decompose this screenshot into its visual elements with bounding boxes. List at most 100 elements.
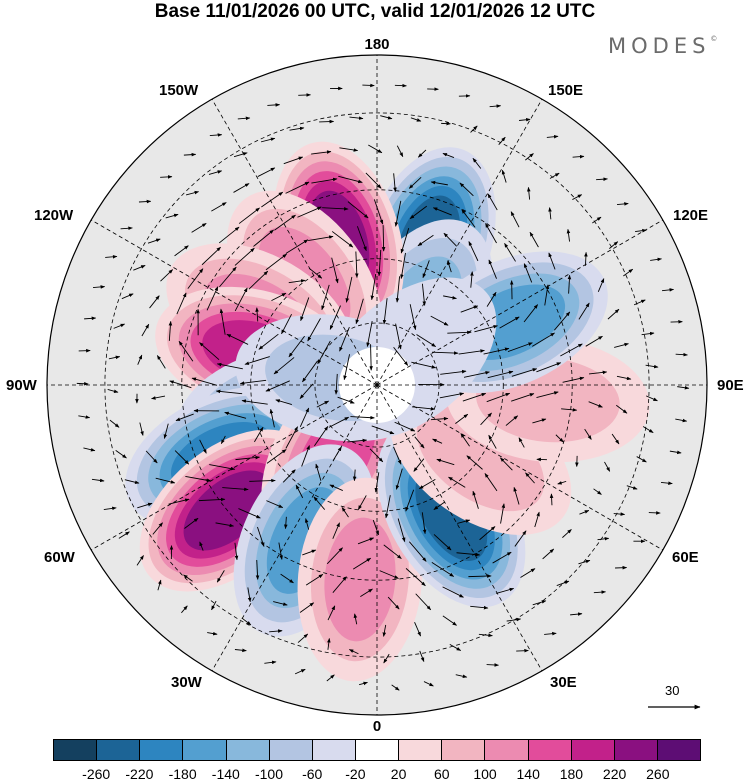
- wind-vector-320: [511, 393, 535, 402]
- wind-vector-370: [374, 472, 380, 493]
- wind-vector-306: [254, 426, 264, 443]
- wind-vector-191: [514, 530, 527, 547]
- wind-vector-213: [347, 201, 369, 219]
- wind-vector-187: [415, 593, 432, 611]
- wind-vector-261: [234, 287, 248, 312]
- wind-vector-100: [609, 241, 619, 250]
- wind-vector-348: [480, 412, 492, 426]
- colorbar-segment-6: [311, 740, 355, 760]
- wind-vector-116: [257, 167, 276, 177]
- wind-vector-94: [642, 426, 654, 433]
- wind-vector-301: [255, 307, 259, 322]
- wind-vector-384: [302, 360, 318, 383]
- wind-vector-282: [532, 418, 547, 424]
- wind-vector-110: [349, 116, 364, 120]
- wind-vector-128: [155, 477, 176, 484]
- latitude-circle-75: [314, 322, 440, 448]
- wind-vector-266: [220, 435, 226, 445]
- wind-vector-31: [486, 663, 499, 667]
- wind-vector-243: [555, 434, 564, 443]
- wind-vector-227: [222, 487, 249, 492]
- wind-vector-376: [463, 371, 490, 378]
- wind-vector-289: [468, 241, 479, 262]
- wind-vector-372: [413, 458, 425, 472]
- wind-vector-11: [84, 316, 97, 321]
- wind-vector-2: [267, 103, 281, 107]
- wind-vector-295: [331, 231, 354, 248]
- wind-vector-84: [449, 643, 462, 651]
- wind-vector-351: [483, 347, 510, 355]
- wind-vector-296: [354, 251, 359, 278]
- wind-vector-118: [211, 202, 227, 212]
- wind-vector-34: [570, 612, 583, 616]
- wind-vector-297: [331, 257, 339, 284]
- wind-vector-99: [623, 268, 634, 277]
- wind-vector-409: [393, 346, 409, 366]
- wind-vector-274: [383, 544, 402, 559]
- wind-vector-383: [317, 340, 331, 365]
- wind-vector-405: [394, 421, 416, 432]
- wind-vectors: [76, 83, 690, 691]
- wind-vector-132: [216, 570, 225, 583]
- colorbar-tick-label: 180: [559, 766, 584, 782]
- wind-vector-45: [661, 288, 675, 292]
- wind-vector-333: [258, 333, 279, 350]
- meridian-210: [211, 99, 378, 386]
- wind-vector-271: [304, 518, 310, 530]
- wind-vector-256: [373, 199, 384, 225]
- wind-vector-220: [206, 286, 219, 311]
- wind-vector-355: [421, 283, 427, 306]
- wind-vector-269: [266, 500, 284, 508]
- wind-vector-369: [352, 469, 357, 482]
- wind-vector-10: [92, 285, 106, 289]
- wind-vector-153: [607, 308, 620, 320]
- colorbar: [53, 739, 701, 761]
- wind-vector-311: [341, 507, 349, 518]
- wind-vector-202: [548, 252, 556, 270]
- wind-vector-393: [439, 392, 465, 399]
- wind-vector-288: [488, 259, 497, 279]
- wind-vector-235: [405, 568, 426, 587]
- latitude-circle-30: [104, 112, 650, 658]
- wind-vector-175: [163, 423, 169, 439]
- wind-vector-68: [107, 389, 119, 393]
- wind-vector-209: [393, 173, 397, 193]
- wind-vector-395: [432, 351, 459, 355]
- wind-vector-101: [591, 216, 602, 224]
- wind-vector-151: [616, 375, 632, 381]
- wind-vector-41: [675, 418, 688, 423]
- wind-vector-9: [105, 255, 118, 259]
- wind-vector-388: [347, 438, 368, 443]
- colorbar-tick-label: -220: [125, 766, 154, 782]
- colorbar-segment-12: [570, 740, 614, 760]
- wind-vector-194: [557, 480, 567, 485]
- wind-vector-80: [327, 638, 331, 650]
- wind-vector-239: [500, 503, 506, 524]
- wind-vector-69: [109, 419, 120, 428]
- wind-vector-248: [544, 284, 550, 306]
- wind-vector-67: [108, 355, 121, 360]
- brand-mark: ©: [710, 35, 718, 43]
- colorbar-segment-2: [139, 740, 183, 760]
- wind-vector-42: [677, 385, 690, 390]
- vector-scale-label: 30: [665, 683, 680, 698]
- wind-vector-4: [209, 133, 223, 137]
- wind-vector-264: [191, 377, 218, 386]
- colorbar-segment-7: [354, 740, 399, 760]
- wind-vector-183: [305, 574, 324, 586]
- wind-vector-149: [611, 433, 620, 445]
- wind-vector-360: [329, 305, 341, 330]
- wind-vector-276: [433, 534, 452, 551]
- wind-vector-148: [604, 461, 611, 472]
- colorbar-tick-label: 20: [390, 766, 407, 782]
- wind-vector-391: [414, 436, 425, 449]
- lon-label-150e: 150E: [548, 82, 584, 99]
- colorbar-segment-4: [225, 740, 269, 760]
- wind-vector-237: [456, 552, 481, 557]
- wind-vector-73: [152, 522, 163, 535]
- wind-vector-139: [414, 621, 421, 637]
- wind-vector-211: [338, 175, 363, 184]
- wind-vector-343: [384, 495, 391, 519]
- wind-vector-180: [234, 542, 239, 561]
- wind-vector-285: [532, 332, 555, 347]
